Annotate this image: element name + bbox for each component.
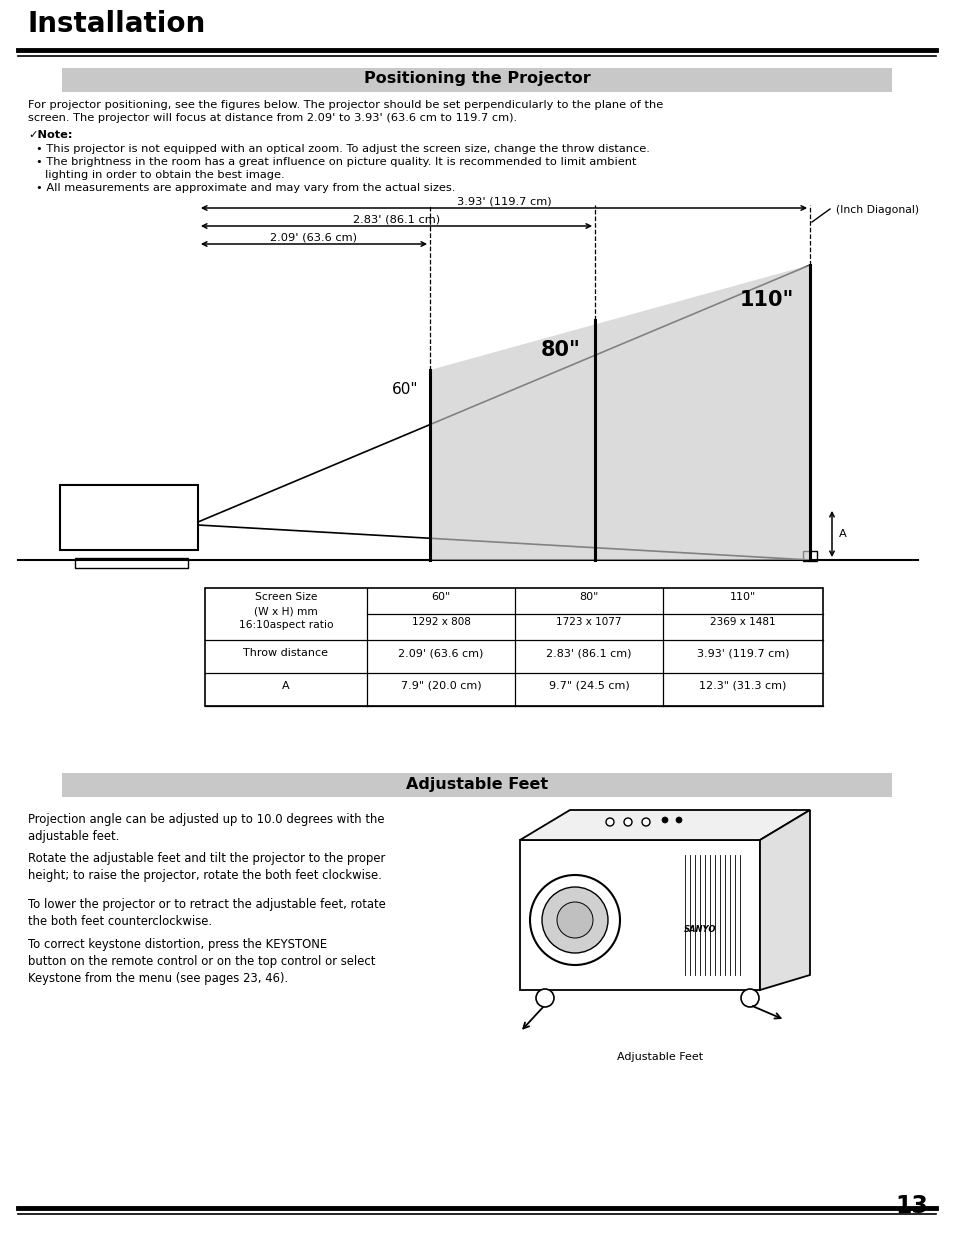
Text: Installation: Installation [28,10,206,38]
Bar [62,773,891,797]
Text: 3.93' (119.7 cm): 3.93' (119.7 cm) [696,648,788,658]
Text: (Inch Diagonal): (Inch Diagonal) [835,205,918,215]
Text: Adjustable Feet: Adjustable Feet [617,1052,702,1062]
Text: 110": 110" [739,290,793,310]
Bar [62,68,891,91]
Bar [205,588,822,706]
Text: Screen Size: Screen Size [254,592,317,601]
Text: 60": 60" [431,592,450,601]
Circle shape [740,989,759,1007]
Text: 3.93' (119.7 cm): 3.93' (119.7 cm) [456,196,551,206]
Circle shape [605,818,614,826]
Text: A: A [838,529,846,538]
Text: Projection angle can be adjusted up to 10.0 degrees with the
adjustable feet.: Projection angle can be adjusted up to 1… [28,813,384,844]
Text: 2.83' (86.1 cm): 2.83' (86.1 cm) [546,648,631,658]
Text: For projector positioning, see the figures below. The projector should be set pe: For projector positioning, see the figur… [28,100,662,110]
Text: (W x H) mm: (W x H) mm [253,606,317,616]
Circle shape [641,818,649,826]
Text: 80": 80" [540,340,580,359]
Text: To correct keystone distortion, press the KEYSTONE
button on the remote control : To correct keystone distortion, press th… [28,939,375,986]
Text: lighting in order to obtain the best image.: lighting in order to obtain the best ima… [45,170,284,180]
Text: 13: 13 [894,1194,927,1218]
Circle shape [536,989,554,1007]
Circle shape [623,818,631,826]
Text: 12.3" (31.3 cm): 12.3" (31.3 cm) [699,680,786,692]
Text: ✓Note:: ✓Note: [28,130,72,140]
Text: 2.83' (86.1 cm): 2.83' (86.1 cm) [353,214,439,224]
Text: Throw distance: Throw distance [243,648,328,658]
Circle shape [541,887,607,953]
Polygon shape [760,810,809,990]
Bar [60,485,198,550]
Text: Rotate the adjustable feet and tilt the projector to the proper
height; to raise: Rotate the adjustable feet and tilt the … [28,852,385,882]
Text: • This projector is not equipped with an optical zoom. To adjust the screen size: • This projector is not equipped with an… [36,144,649,154]
Polygon shape [430,266,809,559]
Text: 16:10aspect ratio: 16:10aspect ratio [238,620,333,630]
Circle shape [530,876,619,965]
Text: • All measurements are approximate and may vary from the actual sizes.: • All measurements are approximate and m… [36,183,455,193]
Circle shape [557,902,593,939]
Text: 2.09' (63.6 cm): 2.09' (63.6 cm) [271,232,357,242]
Bar [75,558,188,568]
Text: 80": 80" [578,592,598,601]
Circle shape [661,818,667,823]
Text: 9.7" (24.5 cm): 9.7" (24.5 cm) [548,680,629,692]
Text: 1723 x 1077: 1723 x 1077 [556,618,621,627]
Text: SANYO: SANYO [683,925,716,935]
Text: 2.09' (63.6 cm): 2.09' (63.6 cm) [398,648,483,658]
Text: 110": 110" [729,592,756,601]
Text: 2369 x 1481: 2369 x 1481 [709,618,775,627]
Text: To lower the projector or to retract the adjustable feet, rotate
the both feet c: To lower the projector or to retract the… [28,898,385,927]
Circle shape [676,818,681,823]
Text: 60": 60" [391,383,417,398]
Bar [802,551,816,561]
Text: Positioning the Projector: Positioning the Projector [363,72,590,86]
Polygon shape [519,810,809,840]
Text: 7.9" (20.0 cm): 7.9" (20.0 cm) [400,680,481,692]
Text: A: A [282,680,290,692]
Text: Adjustable Feet: Adjustable Feet [406,777,547,792]
Text: screen. The projector will focus at distance from 2.09' to 3.93' (63.6 cm to 119: screen. The projector will focus at dist… [28,112,517,124]
Polygon shape [519,840,760,990]
Text: • The brightness in the room has a great influence on picture quality. It is rec: • The brightness in the room has a great… [36,157,636,167]
Text: 1292 x 808: 1292 x 808 [411,618,470,627]
